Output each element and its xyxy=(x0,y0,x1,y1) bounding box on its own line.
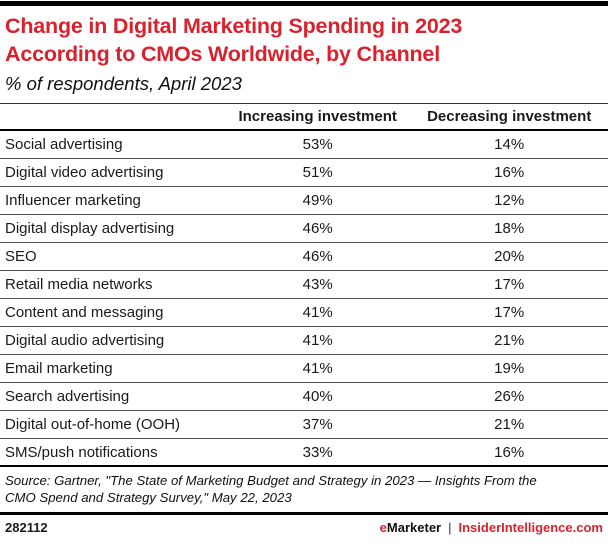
source-note: Source: Gartner, "The State of Marketing… xyxy=(5,472,608,506)
decreasing-value: 21% xyxy=(410,410,608,439)
table-row: Digital out-of-home (OOH) 37% 21% xyxy=(0,410,608,439)
increasing-value: 41% xyxy=(224,354,411,383)
chart-subtitle: % of respondents, April 2023 xyxy=(5,72,242,94)
table-row: Search advertising 40% 26% xyxy=(0,382,608,411)
footer: 282112 eMarketer | InsiderIntelligence.c… xyxy=(0,515,608,535)
table-row: Digital audio advertising 41% 21% xyxy=(0,326,608,355)
increasing-value: 43% xyxy=(224,270,411,299)
insiderintelligence-link[interactable]: InsiderIntelligence.com xyxy=(458,519,604,535)
increasing-value: 37% xyxy=(224,410,411,439)
table-row: Influencer marketing 49% 12% xyxy=(0,186,608,215)
decreasing-value: 16% xyxy=(410,158,608,187)
channel-label: Digital video advertising xyxy=(0,158,225,187)
decreasing-value: 21% xyxy=(410,326,608,355)
increasing-value: 41% xyxy=(224,326,411,355)
channel-label: Social advertising xyxy=(0,130,225,159)
decreasing-value: 12% xyxy=(410,186,608,215)
increasing-value: 46% xyxy=(224,242,411,271)
chart-title: Change in Digital Marketing Spending in … xyxy=(5,12,608,69)
decreasing-value: 18% xyxy=(410,214,608,243)
table-row: Content and messaging 41% 17% xyxy=(0,298,608,327)
channel-label: SEO xyxy=(0,242,225,271)
table-row: Social advertising 53% 14% xyxy=(0,130,608,159)
footer-divider: | xyxy=(448,519,452,535)
table-row: Email marketing 41% 19% xyxy=(0,354,608,383)
channel-label: Digital display advertising xyxy=(0,214,225,243)
channel-label: Search advertising xyxy=(0,382,225,411)
chart-title-line2: According to CMOs Worldwide, by Channel xyxy=(5,42,440,67)
channel-label: Content and messaging xyxy=(0,298,225,327)
data-table: Increasing investment Decreasing investm… xyxy=(0,102,608,468)
emarketer-logo[interactable]: eMarketer xyxy=(380,520,441,535)
decreasing-value: 19% xyxy=(410,354,608,383)
column-header-increasing: Increasing investment xyxy=(224,102,411,132)
column-header-decreasing: Decreasing investment xyxy=(410,102,608,132)
table-row: SMS/push notifications 33% 16% xyxy=(0,438,608,468)
increasing-value: 41% xyxy=(224,298,411,327)
top-rule-divider xyxy=(0,1,608,6)
increasing-value: 46% xyxy=(224,214,411,243)
channel-label: SMS/push notifications xyxy=(0,438,225,468)
increasing-value: 53% xyxy=(224,130,411,159)
increasing-value: 49% xyxy=(224,186,411,215)
bottom-rule-divider xyxy=(0,511,608,515)
chart-title-line1: Change in Digital Marketing Spending in … xyxy=(5,14,463,38)
increasing-value: 40% xyxy=(224,382,411,411)
channel-label: Influencer marketing xyxy=(0,186,225,215)
brand-links: eMarketer | InsiderIntelligence.com xyxy=(380,520,603,535)
table-header-row: Increasing investment Decreasing investm… xyxy=(0,102,608,132)
source-line1: Source: Gartner, "The State of Marketing… xyxy=(5,473,537,489)
channel-label: Digital out-of-home (OOH) xyxy=(0,410,225,439)
decreasing-value: 26% xyxy=(410,382,608,411)
decreasing-value: 17% xyxy=(410,270,608,299)
emarketer-logo-e: e xyxy=(379,519,387,535)
column-header-channel xyxy=(0,102,225,132)
table-row: Digital display advertising 46% 18% xyxy=(0,214,608,243)
source-line2: CMO Spend and Strategy Survey," May 22, … xyxy=(5,490,292,506)
increasing-value: 33% xyxy=(224,438,411,468)
channel-label: Retail media networks xyxy=(0,270,225,299)
table-row: Retail media networks 43% 17% xyxy=(0,270,608,299)
decreasing-value: 17% xyxy=(410,298,608,327)
channel-label: Digital audio advertising xyxy=(0,326,225,355)
table-row: SEO 46% 20% xyxy=(0,242,608,271)
table-row: Digital video advertising 51% 16% xyxy=(0,158,608,187)
channel-label: Email marketing xyxy=(0,354,225,383)
decreasing-value: 16% xyxy=(410,438,608,468)
decreasing-value: 20% xyxy=(410,242,608,271)
chart-id: 282112 xyxy=(5,519,48,535)
emarketer-logo-marketer: Marketer xyxy=(386,519,442,535)
decreasing-value: 14% xyxy=(410,130,608,159)
increasing-value: 51% xyxy=(224,158,411,187)
